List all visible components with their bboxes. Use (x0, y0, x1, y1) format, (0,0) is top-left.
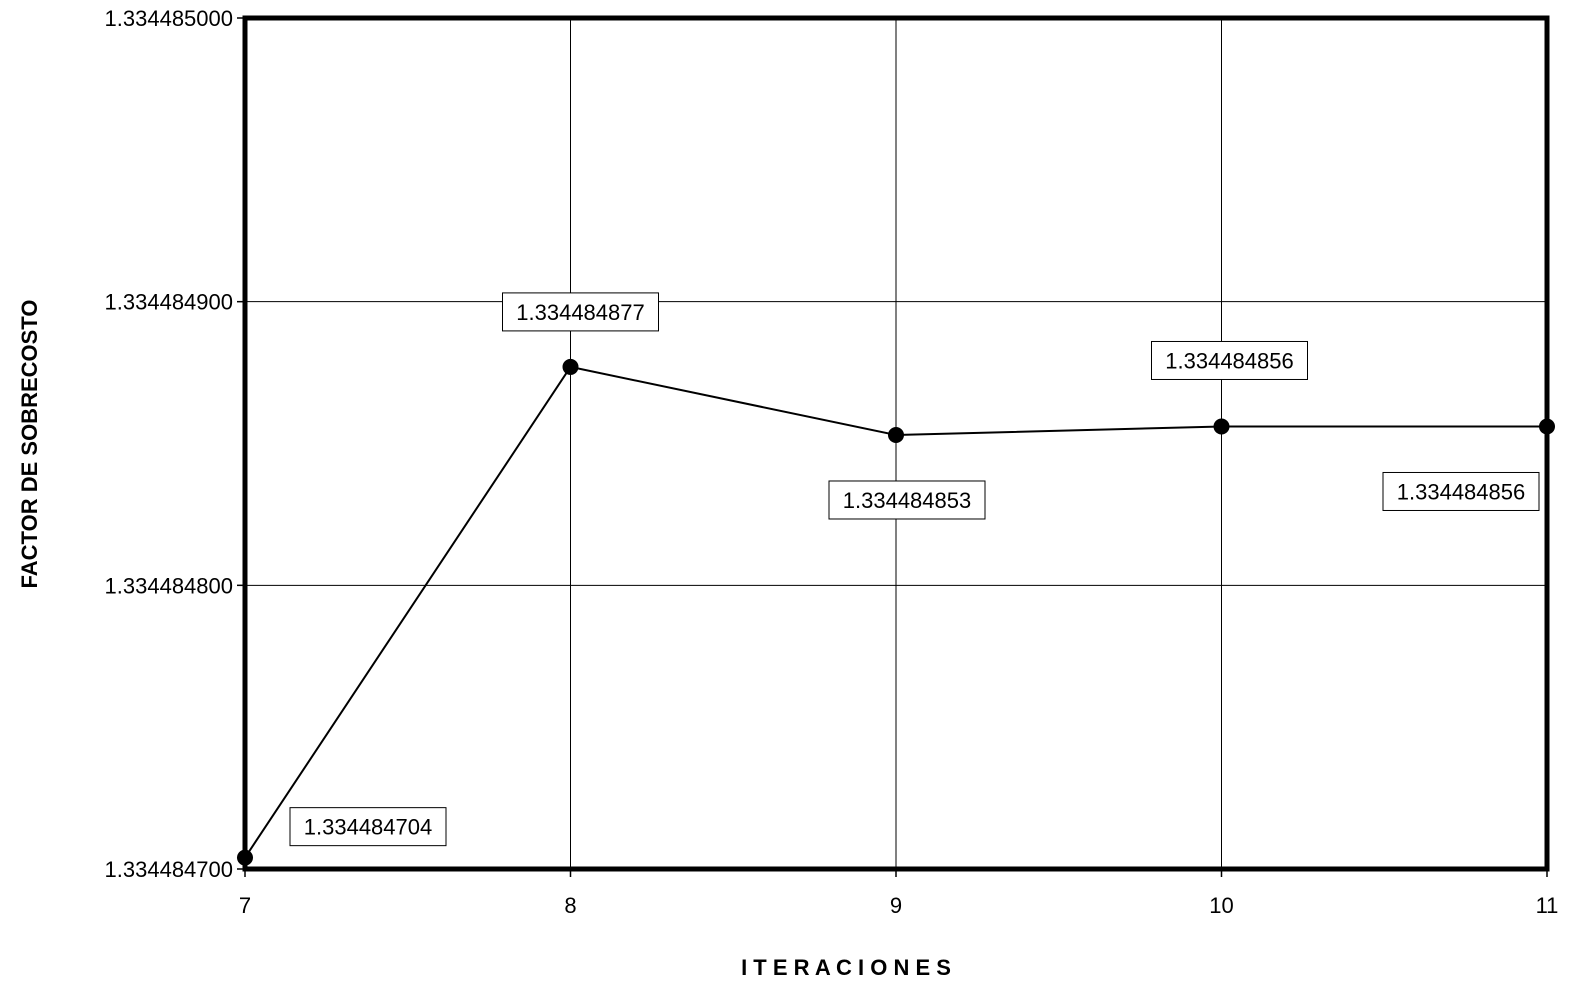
data-label-text: 1.334484856 (1165, 348, 1293, 373)
y-tick-label: 1.334484900 (105, 290, 233, 315)
x-tick-label: 11 (1536, 893, 1559, 918)
data-label-text: 1.334484853 (843, 488, 971, 513)
data-label-text: 1.334484704 (304, 815, 432, 840)
x-tick-label: 10 (1209, 893, 1233, 918)
data-label-box (502, 292, 659, 332)
x-tick-label: 7 (239, 893, 251, 918)
y-tick-label: 1.334484700 (105, 857, 233, 882)
data-point (1213, 418, 1230, 435)
data-point (237, 849, 253, 866)
data-label-box (1382, 471, 1540, 511)
data-point (1539, 418, 1555, 435)
data-points (237, 358, 1555, 866)
data-label: 1.334484877 (502, 292, 659, 332)
data-labels: 1.334484704 1.334484877 1.334484853 1.33448… (289, 292, 1540, 847)
data-label: 1.334484853 (828, 480, 986, 520)
y-axis-title: FACTOR DE SOBRECOSTO (17, 300, 42, 589)
y-tick-label: 1.334485000 (105, 6, 233, 31)
data-label-text: 1.334484877 (516, 300, 644, 325)
data-point (562, 358, 579, 375)
data-label-box (1151, 340, 1308, 380)
data-label: 1.334484704 (289, 807, 447, 847)
x-tick-label: 9 (890, 893, 902, 918)
data-label-box (828, 480, 986, 520)
data-label: 1.334484856 (1382, 471, 1540, 511)
x-axis-title: I T E R A C I O N E S (741, 955, 951, 980)
data-label-box (289, 807, 447, 847)
gridlines (244, 17, 1548, 870)
data-point (888, 426, 904, 443)
axis-ticks: 1.334484700 1.334484800 1.334484900 1.33448… (105, 6, 1559, 918)
y-tick-label: 1.334484800 (105, 573, 233, 598)
data-label: 1.334484856 (1151, 340, 1308, 380)
x-tick-label: 8 (564, 893, 576, 918)
data-label-text: 1.334484856 (1397, 479, 1525, 504)
